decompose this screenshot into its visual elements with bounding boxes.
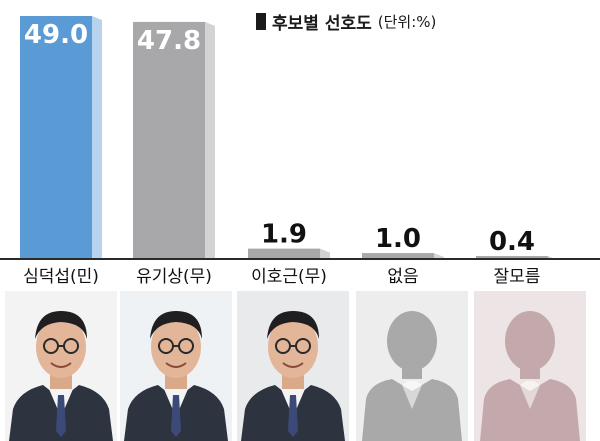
value-label-3: 1.0	[375, 224, 421, 254]
bar-2	[248, 248, 320, 258]
bar-3	[362, 253, 434, 258]
person-photo-icon	[120, 291, 232, 441]
bar-1	[133, 21, 205, 258]
bar-4	[476, 256, 548, 258]
bar-side-4	[548, 256, 558, 258]
title-marker-icon	[256, 12, 266, 30]
category-label-3: 없음	[387, 267, 419, 287]
category-label-0: 심덕섭(민)	[23, 267, 99, 287]
person-silhouette-icon	[356, 291, 468, 441]
bar-side-2	[320, 248, 330, 258]
value-label-2: 1.9	[261, 220, 307, 250]
unit-label: (단위:%)	[377, 12, 437, 31]
value-label-0: 49.0	[24, 20, 88, 50]
bar-side-1	[205, 21, 215, 258]
bar-chart: 49.0 47.8 1.9 1.0 0.4	[20, 16, 558, 258]
category-label-1: 유기상(무)	[136, 267, 212, 287]
chart-title: 후보별 선호도	[272, 13, 372, 34]
category-label-2: 이호근(무)	[251, 267, 327, 287]
category-label-4: 잘모름	[493, 267, 541, 287]
category-labels: 심덕섭(민) 유기상(무) 이호근(무) 없음 잘모름	[0, 262, 600, 287]
candidate-photos	[0, 291, 600, 441]
title: 후보별 선호도 (단위:%)	[256, 8, 436, 34]
bar-side-0	[92, 16, 102, 258]
person-photo-icon	[237, 291, 349, 441]
bar-0	[20, 16, 92, 258]
value-label-4: 0.4	[489, 227, 535, 257]
person-silhouette-icon	[474, 291, 586, 441]
person-photo-icon	[5, 291, 117, 441]
bar-side-3	[434, 253, 444, 258]
value-label-1: 47.8	[137, 26, 201, 56]
chart-baseline	[0, 258, 600, 260]
